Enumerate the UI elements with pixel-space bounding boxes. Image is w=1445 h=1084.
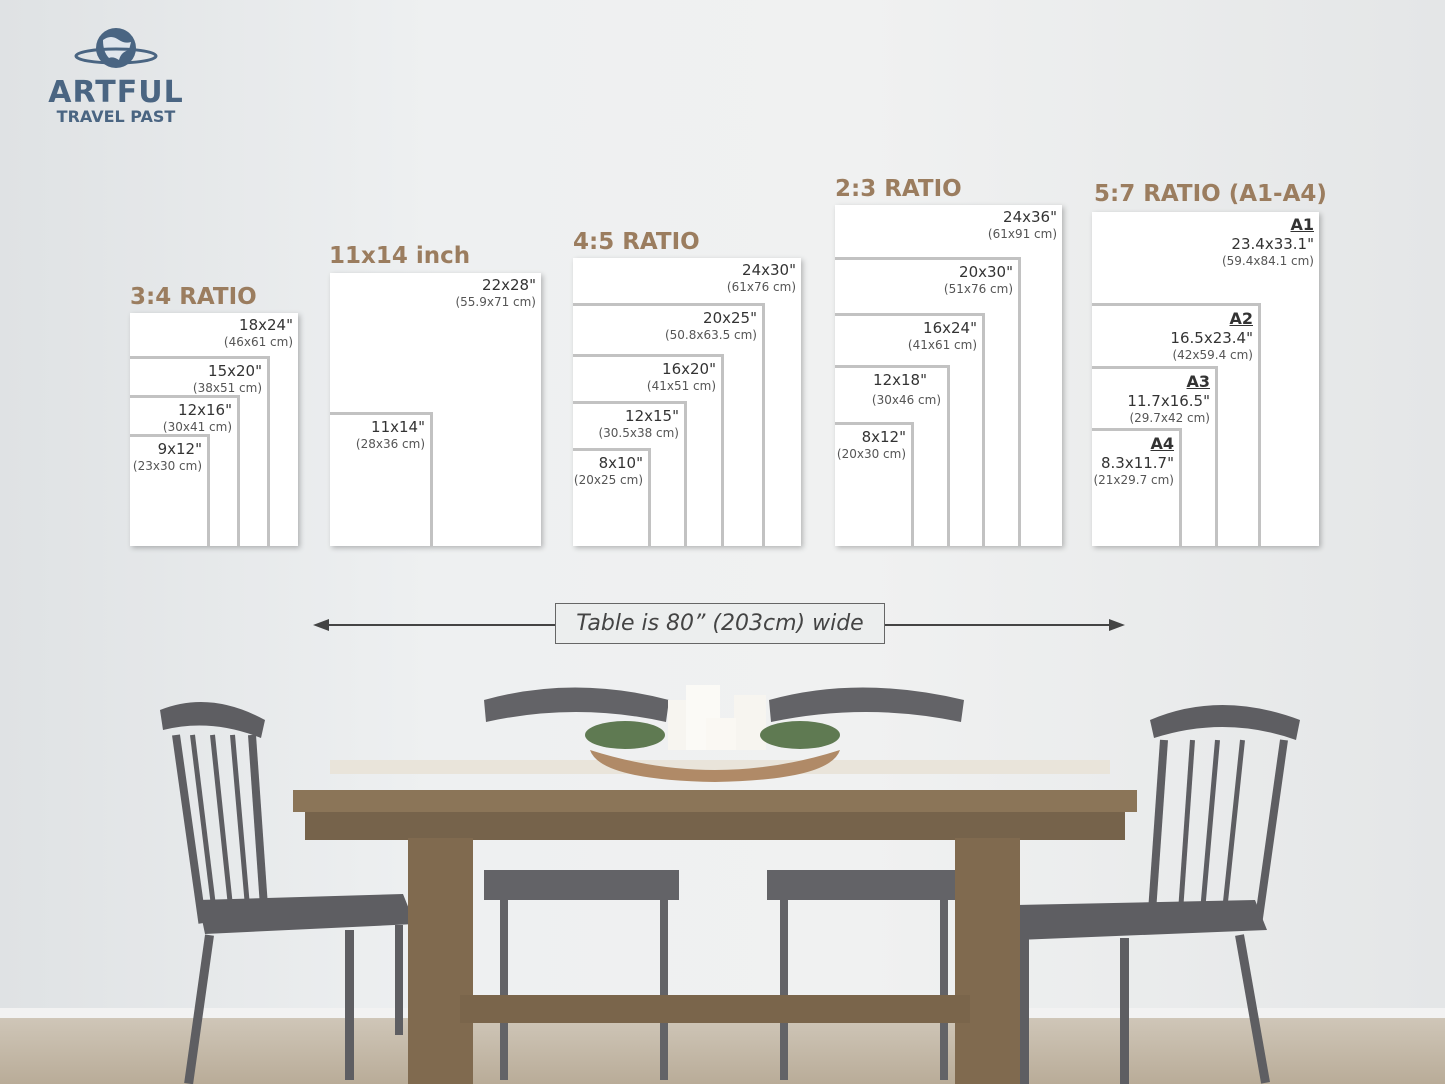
size-inch: 20x30" <box>959 263 1013 281</box>
size-inch: 12x16" <box>178 401 232 419</box>
chairs-back <box>484 687 964 1080</box>
size-cm: (20x25 cm) <box>573 473 643 487</box>
size-cm: (38x51 cm) <box>192 381 262 395</box>
size-inch: 8x12" <box>861 428 906 446</box>
chair-right <box>1015 705 1300 1084</box>
centerpiece <box>585 685 840 782</box>
size-cm: (29.7x42 cm) <box>1129 411 1210 425</box>
table-width-caption: Table is 80” (203cm) wide <box>555 603 885 644</box>
size-cm: (61x76 cm) <box>726 280 796 294</box>
size-inch: 8x10" <box>598 454 643 472</box>
size-inch: 16x24" <box>923 319 977 337</box>
size-inch: 23.4x33.1" <box>1231 235 1314 253</box>
size-cm: (30x41 cm) <box>162 420 232 434</box>
size-name: A4 <box>1150 434 1174 453</box>
size-name: A3 <box>1186 372 1210 391</box>
size-cm: (46x61 cm) <box>223 335 293 349</box>
size-cm: (41x61 cm) <box>907 338 977 352</box>
size-name: A1 <box>1290 215 1314 234</box>
globe-icon <box>74 28 158 68</box>
size-cm: (20x30 cm) <box>836 447 906 461</box>
size-inch: 11.7x16.5" <box>1127 392 1210 410</box>
size-cm: (51x76 cm) <box>943 282 1013 296</box>
arrow-left-icon <box>313 619 329 631</box>
size-inch: 16x20" <box>662 360 716 378</box>
logo-line2: TRAVEL PAST <box>56 107 176 126</box>
size-inch: 18x24" <box>239 316 293 334</box>
frame-11x14: 11x14" (28x36 cm) <box>330 412 433 546</box>
group-title: 11x14 inch <box>329 243 471 269</box>
dining-scene <box>160 685 1300 1084</box>
logo-line1: ARTFUL <box>48 75 184 110</box>
size-name: A2 <box>1229 309 1253 328</box>
arrow-right-icon <box>1109 619 1125 631</box>
size-inch: 12x15" <box>625 407 679 425</box>
size-inch: 12x18" <box>873 371 927 389</box>
size-inch: 22x28" <box>482 276 536 294</box>
size-inch: 11x14" <box>371 418 425 436</box>
wood-floor <box>0 1018 1445 1084</box>
group-title: 2:3 RATIO <box>835 176 962 202</box>
size-cm: (21x29.7 cm) <box>1093 473 1174 487</box>
frame-8x12: 8x12" (20x30 cm) <box>835 422 914 546</box>
arrow-line-right <box>885 624 1113 626</box>
group-title: 3:4 RATIO <box>130 284 257 310</box>
size-cm: (55.9x71 cm) <box>455 295 536 309</box>
size-cm: (41x51 cm) <box>646 379 716 393</box>
size-inch: 16.5x23.4" <box>1170 329 1253 347</box>
group-title: 4:5 RATIO <box>573 229 700 255</box>
size-cm: (59.4x84.1 cm) <box>1221 254 1314 268</box>
size-cm: (30.5x38 cm) <box>598 426 679 440</box>
size-cm: (50.8x63.5 cm) <box>664 328 757 342</box>
size-cm: (61x91 cm) <box>987 227 1057 241</box>
size-inch: 9x12" <box>157 440 202 458</box>
size-inch: 24x30" <box>742 261 796 279</box>
arrow-line-left <box>325 624 555 626</box>
size-inch: 15x20" <box>208 362 262 380</box>
size-cm: (23x30 cm) <box>132 459 202 473</box>
table <box>293 760 1137 1084</box>
size-inch: 24x36" <box>1003 208 1057 226</box>
chair-left <box>160 702 415 1084</box>
size-cm: (30x46 cm) <box>871 393 941 407</box>
size-cm: (42x59.4 cm) <box>1172 348 1253 362</box>
frame-a4: A4 8.3x11.7" (21x29.7 cm) <box>1092 428 1182 546</box>
frame-9x12: 9x12" (23x30 cm) <box>130 434 210 546</box>
group-title: 5:7 RATIO (A1-A4) <box>1094 181 1327 207</box>
logo: ARTFUL TRAVEL PAST <box>36 26 196 126</box>
frame-8x10: 8x10" (20x25 cm) <box>573 448 651 546</box>
size-inch: 20x25" <box>703 309 757 327</box>
size-cm: (28x36 cm) <box>355 437 425 451</box>
size-inch: 8.3x11.7" <box>1100 454 1174 472</box>
